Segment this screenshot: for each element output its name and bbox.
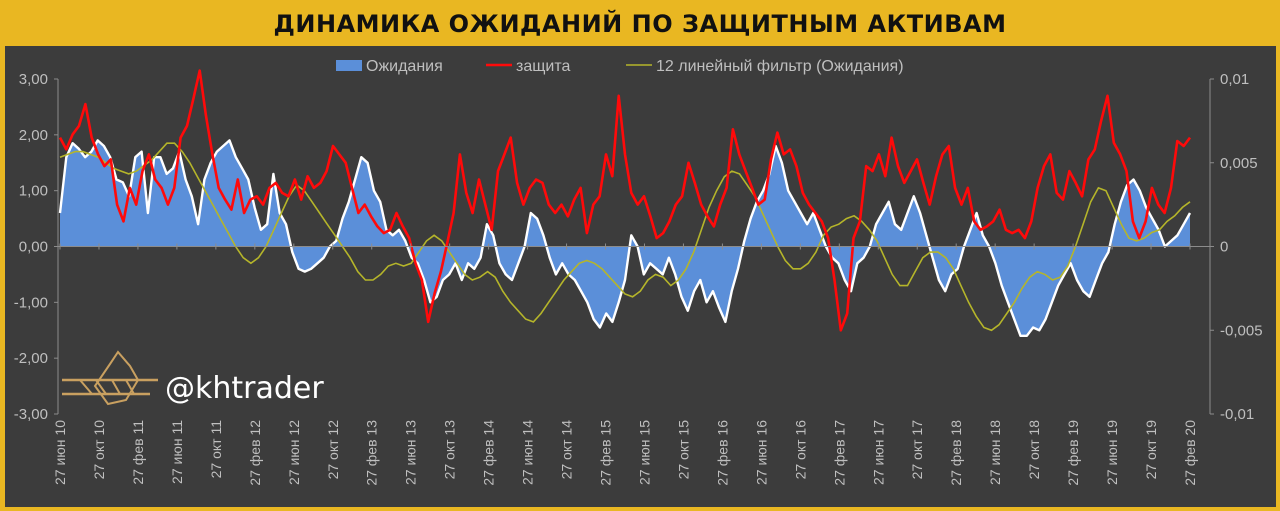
x-tick-label: 27 окт 15 (675, 420, 691, 480)
legend-label: 12 линейный фильтр (Ожидания) (656, 58, 904, 75)
expectations-outline (58, 139, 1192, 337)
x-tick-label: 27 окт 14 (559, 420, 575, 480)
x-tick-label: 27 июн 16 (753, 420, 769, 485)
y-right-tick-label: 0,005 (1220, 155, 1258, 172)
legend: Ожидания защита 12 линейный фильтр (Ожидан… (336, 58, 904, 75)
chart-title: ДИНАМИКА ОЖИДАНИЙ ПО ЗАЩИТНЫМ АКТИВАМ (273, 10, 1007, 38)
x-tick-label: 27 фев 16 (714, 420, 730, 486)
y-left-tick-label: -2,00 (14, 350, 48, 367)
x-tick-label: 27 июн 11 (169, 420, 185, 484)
x-tick-label: 27 окт 11 (208, 420, 224, 479)
logo-marks (79, 379, 135, 395)
x-tick-label: 27 июн 19 (1104, 420, 1120, 485)
x-tick-label: 27 окт 19 (1143, 420, 1159, 480)
x-tick-label: 27 июн 14 (520, 420, 536, 485)
protection-line-layer (58, 69, 1192, 332)
y-left-ticks: 3,00 2,00 1,00 0,00 -1,00 -2,00 -3,00 (14, 71, 58, 423)
legend-label: защита (516, 58, 570, 75)
y-left-tick-label: 2,00 (19, 127, 48, 144)
y-right-ticks: 0,01 0,005 0 -0,005 -0,01 (1210, 71, 1263, 423)
x-tick-label: 27 июн 15 (636, 420, 652, 485)
legend-item: защита (486, 58, 570, 75)
x-tick-label: 27 фев 17 (831, 420, 847, 486)
x-tick-label: 27 июн 10 (52, 420, 68, 485)
x-tick-label: 27 окт 17 (909, 420, 925, 480)
x-tick-label: 27 фев 13 (364, 420, 380, 486)
legend-item: 12 линейный фильтр (Ожидания) (626, 58, 904, 75)
x-tick-label: 27 окт 18 (1026, 420, 1042, 480)
y-right-tick-label: 0,01 (1220, 71, 1249, 88)
watermark: @khtrader (165, 371, 324, 406)
legend-item: Ожидания (336, 58, 443, 75)
protection-line (58, 69, 1192, 332)
x-tick-label: 27 июн 12 (286, 420, 302, 485)
y-left-tick-label: -1,00 (14, 294, 48, 311)
legend-swatch-area (336, 60, 362, 71)
expectations-outline-layer (58, 139, 1192, 337)
x-tick-label: 27 фев 18 (948, 420, 964, 486)
khtrader-logo-icon (62, 350, 158, 406)
y-left-tick-label: -3,00 (14, 406, 48, 423)
y-right-tick-label: 0 (1220, 239, 1228, 256)
legend-label: Ожидания (366, 58, 443, 75)
x-tick-label: 27 окт 13 (442, 420, 458, 480)
y-left-tick-label: 1,00 (19, 183, 48, 200)
logo-outline (93, 350, 140, 406)
axes-layer (57, 79, 1211, 414)
x-tick-label: 27 июн 13 (403, 420, 419, 485)
title-bar (0, 0, 1280, 46)
x-tick-label: 27 фев 19 (1065, 420, 1081, 486)
y-right-tick-label: -0,01 (1220, 406, 1254, 423)
x-tick-label: 27 июн 18 (987, 420, 1003, 485)
smooth-filter-line (59, 142, 1191, 332)
x-tick-label: 27 июн 17 (870, 420, 886, 485)
x-tick-label: 27 фев 11 (130, 420, 146, 485)
x-tick-label: 27 фев 12 (247, 420, 263, 486)
x-tick-labels: 27 июн 10 27 окт 10 27 фев 11 27 июн 11 27 о… (52, 243, 1198, 486)
x-tick-label: 27 окт 10 (91, 420, 107, 480)
x-tick-label: 27 фев 15 (598, 420, 614, 486)
y-right-tick-label: -0,005 (1220, 322, 1263, 339)
x-tick-label: 27 окт 12 (325, 420, 341, 480)
smooth-line-layer (59, 142, 1191, 332)
expectations-area-layer (60, 140, 1190, 336)
expectations-area (60, 140, 1190, 336)
y-left-tick-label: 3,00 (19, 71, 48, 88)
x-tick-label: 27 фев 14 (481, 420, 497, 486)
x-tick-label: 27 фев 20 (1182, 420, 1198, 486)
y-left-tick-label: 0,00 (19, 239, 48, 256)
x-tick-label: 27 окт 16 (792, 420, 808, 480)
